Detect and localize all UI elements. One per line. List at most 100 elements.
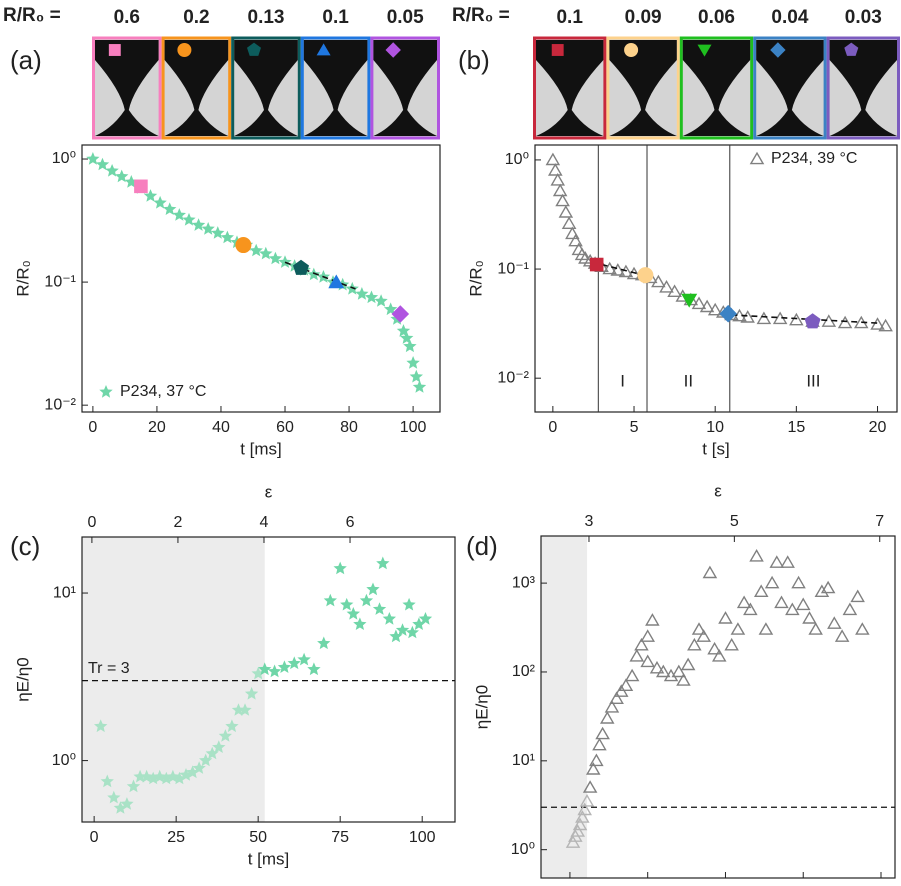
marker-open-triangle	[687, 637, 702, 651]
x-tick-label: 100	[400, 419, 427, 436]
marker-star	[376, 556, 390, 570]
marker-star	[218, 729, 232, 742]
marker-open-triangle	[645, 613, 660, 626]
marker-pentagon	[293, 259, 309, 275]
marker-star	[364, 290, 379, 304]
y-tick-label: 10⁻²	[497, 369, 529, 386]
marker-open-triangle	[780, 555, 795, 568]
marker-star	[405, 625, 419, 639]
marker-open-triangle	[565, 226, 580, 240]
marker-diamond	[391, 305, 410, 323]
marker-open-triangle	[769, 555, 785, 568]
marker-star	[406, 356, 420, 369]
legend-label: P234, 37 °C	[120, 383, 206, 400]
marker-open-triangle	[561, 216, 577, 230]
marker-open-triangle	[629, 649, 645, 662]
droplet-shape	[609, 40, 677, 136]
marker-star	[205, 746, 219, 760]
y-tick-label: 10³	[512, 574, 536, 591]
marker-star	[212, 740, 226, 753]
x-axis-label: t [ms]	[240, 439, 282, 458]
marker-star	[258, 662, 272, 676]
marker-star	[412, 617, 426, 630]
marker-open-triangle	[702, 565, 718, 579]
marker-open-triangle	[676, 673, 691, 686]
panel-label: (d)	[466, 531, 498, 561]
marker-open-triangle	[640, 654, 656, 668]
y-tick-label: 10¹	[53, 584, 76, 601]
droplet-shape	[682, 40, 751, 136]
x-axis-label: t [ms]	[248, 849, 290, 868]
x-tick-label: 0	[548, 419, 557, 436]
marker-open-triangle	[602, 261, 617, 275]
marker-star	[105, 164, 119, 177]
marker-star	[374, 294, 388, 307]
marker-open-triangle	[753, 584, 769, 597]
marker-star	[220, 230, 234, 244]
y-axis-label: R/R₀	[466, 260, 485, 296]
marker-star	[395, 623, 410, 636]
marker-open-triangle	[842, 602, 858, 616]
x-tick-label: 50	[249, 829, 267, 846]
region-label: I	[620, 371, 625, 390]
marker-open-triangle	[565, 835, 581, 848]
x-tick-label: 100	[409, 829, 436, 846]
marker-open-triangle	[827, 616, 842, 629]
plot-frame	[81, 536, 456, 823]
marker-star	[185, 765, 200, 779]
marker-star	[396, 324, 411, 337]
marker-open-triangle	[610, 263, 626, 276]
plot-frame	[534, 144, 898, 413]
y-tick-label: 10⁰	[52, 150, 76, 167]
marker-open-triangle	[577, 802, 593, 816]
marker-open-triangle	[814, 584, 830, 597]
marker-open-triangle	[545, 152, 561, 166]
marker-open-triangle	[820, 580, 836, 594]
droplet-shape	[829, 40, 897, 136]
marker-star	[359, 593, 374, 607]
marker-open-triangle	[634, 637, 649, 651]
marker-open-triangle	[640, 629, 656, 642]
marker-star	[192, 761, 206, 774]
marker-star	[191, 218, 206, 231]
marker-open-triangle	[599, 711, 615, 724]
y-axis-label: R/R₀	[13, 260, 32, 296]
marker-star	[333, 561, 347, 575]
marker-star	[201, 222, 215, 235]
snapshot-value: 0.05	[387, 7, 424, 28]
marker-star	[100, 774, 114, 788]
marker-open-triangle	[736, 595, 752, 609]
x-tick-label: 80	[340, 419, 358, 436]
marker-star	[113, 801, 127, 814]
marker-open-triangle	[626, 266, 642, 280]
droplet-shape	[536, 40, 604, 136]
marker-open-triangle	[671, 664, 687, 678]
marker-star	[287, 656, 301, 670]
marker-star	[340, 597, 354, 611]
marker-star	[94, 719, 108, 733]
marker-open-triangle	[592, 737, 607, 751]
marker-star	[140, 769, 154, 783]
marker-star	[307, 662, 321, 676]
x2-tick-label: 2	[173, 514, 182, 531]
x-tick-label: 20	[148, 419, 166, 436]
panel-label: (b)	[458, 45, 490, 75]
marker-open-triangle	[618, 678, 634, 691]
marker-star	[126, 779, 141, 793]
marker-open-triangle	[651, 274, 666, 288]
x2-axis-label: ε	[265, 482, 273, 501]
marker-open-triangle	[568, 233, 583, 247]
marker-circle	[177, 43, 192, 57]
x2-tick-label: 0	[87, 514, 96, 531]
marker-star	[115, 169, 129, 183]
marker-open-triangle	[667, 284, 682, 297]
marker-square	[589, 257, 604, 272]
marker-pentagon	[247, 42, 261, 56]
marker-open-triangle	[724, 637, 739, 651]
marker-star	[389, 629, 403, 643]
marker-square	[108, 44, 121, 56]
marker-open-triangle	[707, 302, 723, 316]
x-tick-label: 20	[869, 419, 887, 436]
marker-open-triangle	[696, 629, 712, 642]
